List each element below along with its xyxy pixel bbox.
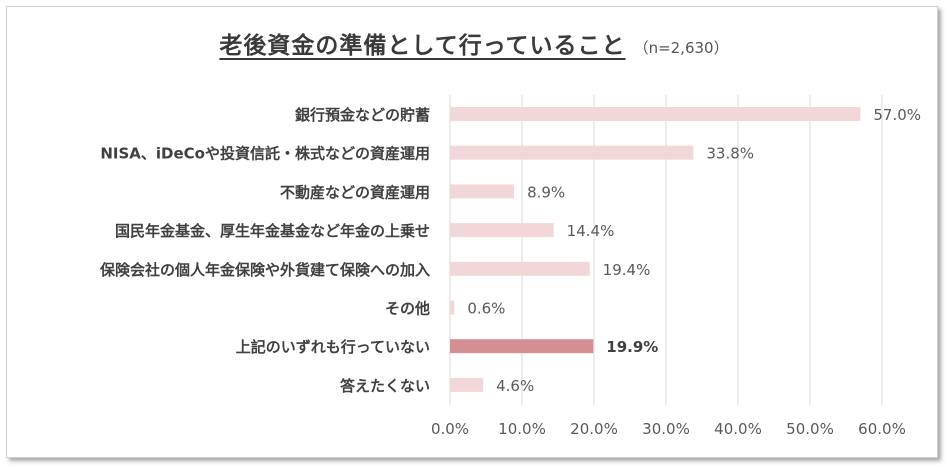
- x-tick-label: 10.0%: [498, 420, 546, 438]
- bar: [450, 145, 694, 160]
- data-label: 57.0%: [873, 106, 921, 124]
- data-label: 0.6%: [467, 300, 505, 318]
- chart-title-block: 老後資金の準備として行っていること （n=2,630）: [0, 26, 948, 60]
- category-label: 保険会社の個人年金保険や外貨建て保険への加入: [99, 261, 430, 279]
- x-tick-labels: 0.0% 10.0% 20.0% 30.0% 40.0% 50.0% 60.0%: [431, 420, 906, 438]
- chart-title: 老後資金の準備として行っていること: [219, 33, 626, 59]
- category-label: 不動産などの資産運用: [280, 183, 430, 201]
- data-label: 19.9%: [606, 338, 658, 356]
- bars: [450, 107, 861, 392]
- bar: [450, 184, 515, 199]
- bar: [450, 107, 861, 121]
- bar: [450, 300, 455, 315]
- bar: [450, 377, 484, 392]
- bar: [450, 261, 590, 276]
- category-label: NISA、iDeCoや投資信託・株式などの資産運用: [100, 145, 430, 163]
- category-label: 国民年金基金、厚生年金基金など年金の上乗せ: [115, 222, 430, 240]
- category-label: 答えたくない: [340, 377, 430, 395]
- data-label: 19.4%: [603, 261, 651, 279]
- data-label: 8.9%: [527, 183, 565, 201]
- bar: [450, 223, 554, 238]
- x-tick-label: 50.0%: [786, 420, 834, 438]
- category-label: その他: [385, 300, 430, 318]
- data-label: 33.8%: [706, 145, 754, 163]
- chart-subtitle: （n=2,630）: [633, 39, 729, 57]
- data-label: 4.6%: [496, 377, 534, 395]
- category-labels: 銀行預金などの貯蓄 NISA、iDeCoや投資信託・株式などの資産運用不動産などの…: [99, 106, 430, 395]
- x-tick-label: 20.0%: [570, 420, 618, 438]
- gridlines: [449, 95, 883, 405]
- value-labels: 57.0% 33.8% 8.9% 14.4% 19.4% 0.6% 19.9% 4.6%: [467, 106, 921, 395]
- data-label: 14.4%: [567, 222, 615, 240]
- category-label: 上記のいずれも行っていない: [236, 338, 430, 356]
- x-tick-label: 40.0%: [714, 420, 762, 438]
- x-tick-label: 30.0%: [642, 420, 690, 438]
- x-tick-label: 0.0%: [431, 420, 469, 438]
- x-tick-label: 60.0%: [858, 420, 906, 438]
- bar: [450, 339, 594, 354]
- category-label: 銀行預金などの貯蓄: [295, 106, 430, 124]
